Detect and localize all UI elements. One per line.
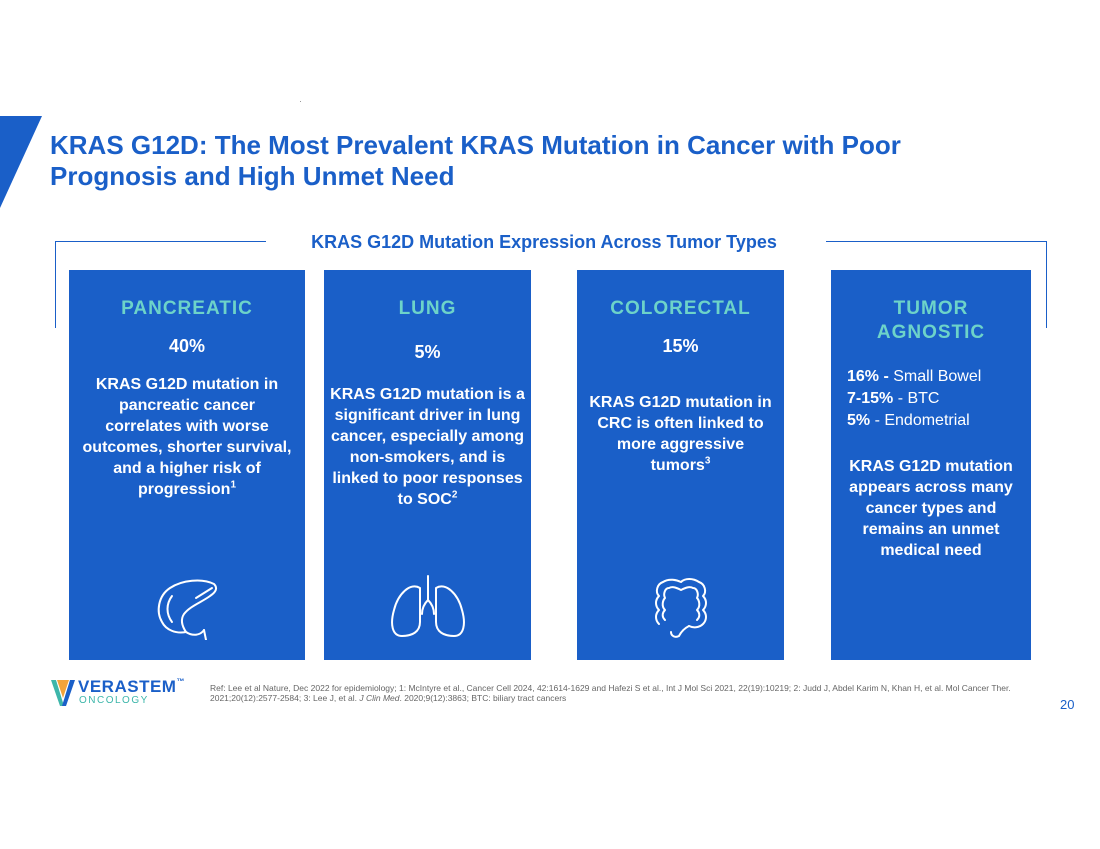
accent-bar bbox=[0, 116, 42, 208]
card-description: KRAS G12D mutation is a significant driv… bbox=[330, 386, 525, 508]
card-percentage: 5% bbox=[414, 342, 441, 362]
logo-mark-icon bbox=[51, 680, 75, 706]
logo-subtitle: ONCOLOGY bbox=[79, 695, 149, 706]
verastem-logo: VERASTEM™ ONCOLOGY bbox=[50, 676, 190, 710]
decorative-dot bbox=[300, 101, 301, 102]
colon-icon bbox=[654, 578, 707, 638]
page-title: KRAS G12D: The Most Prevalent KRAS Mutat… bbox=[50, 130, 901, 191]
card-colorectal: COLORECTAL 15% KRAS G12D mutation in CRC… bbox=[577, 270, 784, 660]
stat-item: 5% - Endometrial bbox=[847, 412, 970, 429]
stat-item: 7-15% - BTC bbox=[847, 390, 940, 407]
section-bracket-right bbox=[826, 241, 1047, 328]
references: Ref: Lee et al Nature, Dec 2022 for epid… bbox=[210, 683, 1011, 703]
card-description: KRAS G12D mutation appears across many c… bbox=[849, 458, 1013, 559]
card-description: KRAS G12D mutation in CRC is often linke… bbox=[589, 394, 772, 474]
pancreas-icon bbox=[157, 579, 218, 640]
logo-wordmark: VERASTEM™ bbox=[78, 677, 185, 696]
card-title: COLORECTAL bbox=[610, 298, 751, 319]
lungs-icon bbox=[390, 575, 465, 637]
section-bracket-left bbox=[55, 241, 266, 328]
stat-item: 16% - Small Bowel bbox=[847, 368, 982, 385]
card-title: TUMOR AGNOSTIC bbox=[831, 297, 1031, 345]
card-description: KRAS G12D mutation in pancreatic cancer … bbox=[82, 376, 292, 498]
card-percentage: 15% bbox=[662, 336, 699, 356]
card-tumor-agnostic: TUMOR AGNOSTIC 16% - Small Bowel 7-15% -… bbox=[831, 270, 1031, 660]
card-percentage: 40% bbox=[168, 336, 206, 356]
card-pancreatic: PANCREATIC 40% KRAS G12D mutation in pan… bbox=[69, 270, 305, 660]
tumor-stat-list: 16% - Small Bowel 7-15% - BTC 5% - Endom… bbox=[847, 366, 981, 432]
card-title-line-2: AGNOSTIC bbox=[876, 322, 986, 343]
card-title: PANCREATIC bbox=[121, 298, 253, 319]
card-lung: LUNG 5% KRAS G12D mutation is a signific… bbox=[324, 270, 531, 660]
section-title: KRAS G12D Mutation Expression Across Tum… bbox=[311, 232, 777, 252]
card-title: LUNG bbox=[398, 298, 457, 319]
card-title-line-1: TUMOR bbox=[893, 298, 969, 319]
page-number: 20 bbox=[1060, 697, 1075, 712]
